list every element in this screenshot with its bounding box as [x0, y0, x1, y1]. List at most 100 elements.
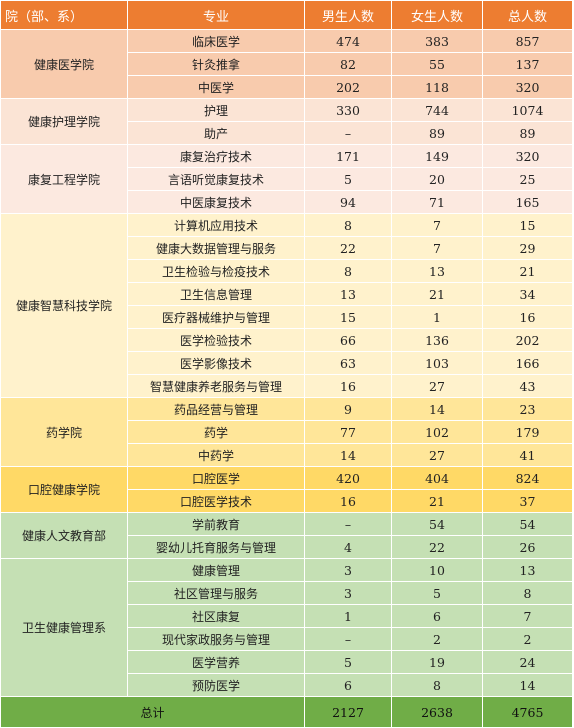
female-cell: 118 — [391, 75, 483, 99]
male-cell: 15 — [304, 305, 392, 329]
male-cell: 82 — [304, 52, 392, 76]
total-cell: 137 — [482, 52, 573, 76]
male-cell: 4 — [304, 535, 392, 559]
total-cell: 54 — [482, 512, 573, 536]
major-cell: 言语听觉康复技术 — [127, 167, 305, 191]
major-cell: 现代家政服务与管理 — [127, 627, 305, 651]
male-cell: 16 — [304, 374, 392, 398]
table-row: 口腔健康学院 口腔医学 420 404 824 — [0, 466, 573, 513]
female-cell: 89 — [391, 121, 483, 145]
major-cell: 计算机应用技术 — [127, 213, 305, 237]
male-cell: 3 — [304, 581, 392, 605]
dept-cell: 健康人文教育部 — [0, 512, 128, 559]
female-cell: 19 — [391, 650, 483, 674]
female-cell: 136 — [391, 328, 483, 352]
total-cell: 23 — [482, 397, 573, 421]
major-cell: 护理 — [127, 98, 305, 122]
major-cell: 临床医学 — [127, 29, 305, 53]
total-label: 总计 — [0, 696, 305, 728]
table-row: 针灸推拿 82 55 137 — [1, 52, 573, 76]
male-cell: 330 — [304, 98, 392, 122]
table-row: 中药学 14 27 41 — [1, 443, 573, 467]
major-cell: 卫生检验与检疫技术 — [127, 259, 305, 283]
major-cell: 中医康复技术 — [127, 190, 305, 214]
major-cell: 药品经营与管理 — [127, 397, 305, 421]
total-cell: 8 — [482, 581, 573, 605]
table-row: 药学院 药品经营与管理 9 14 23 — [0, 397, 573, 467]
female-cell: 8 — [391, 673, 483, 697]
dept-cell: 口腔健康学院 — [0, 466, 128, 513]
male-cell: 5 — [304, 167, 392, 191]
male-cell: – — [304, 121, 392, 145]
total-cell: 320 — [482, 75, 573, 99]
table-row: 卫生信息管理 13 21 34 — [1, 282, 573, 306]
total-cell: 25 — [482, 167, 573, 191]
major-cell: 健康管理 — [127, 558, 305, 582]
male-cell: 171 — [304, 144, 392, 168]
total-male: 2127 — [304, 696, 392, 728]
total-cell: 29 — [482, 236, 573, 260]
female-cell: 54 — [391, 512, 483, 536]
total-cell: 24 — [482, 650, 573, 674]
male-cell: 63 — [304, 351, 392, 375]
table-row: 医疗器械维护与管理 15 1 16 — [1, 305, 573, 329]
total-cell: 824 — [482, 466, 573, 490]
total-cell: 857 — [482, 29, 573, 53]
total-female: 2638 — [391, 696, 483, 728]
female-cell: 7 — [391, 213, 483, 237]
female-cell: 10 — [391, 558, 483, 582]
table-row: 卫生检验与检疫技术 8 13 21 — [1, 259, 573, 283]
female-cell: 27 — [391, 374, 483, 398]
major-cell: 智慧健康养老服务与管理 — [127, 374, 305, 398]
table-row: 健康护理学院 护理 330 744 1074 — [0, 98, 573, 145]
total-cell: 7 — [482, 604, 573, 628]
table-row: 社区康复 1 6 7 — [1, 604, 573, 628]
dept-cell: 健康医学院 — [0, 29, 128, 99]
male-cell: 14 — [304, 443, 392, 467]
male-cell: 16 — [304, 489, 392, 513]
major-cell: 中医学 — [127, 75, 305, 99]
total-cell: 16 — [482, 305, 573, 329]
total-cell: 26 — [482, 535, 573, 559]
female-cell: 2 — [391, 627, 483, 651]
table-row: 健康人文教育部 学前教育 –54 54 — [0, 512, 573, 559]
table-row: 社区管理与服务 3 5 8 — [1, 581, 573, 605]
table-row: 智慧健康养老服务与管理 16 27 43 — [1, 374, 573, 398]
major-cell: 针灸推拿 — [127, 52, 305, 76]
female-cell: 103 — [391, 351, 483, 375]
female-cell: 1 — [391, 305, 483, 329]
male-cell: 5 — [304, 650, 392, 674]
female-cell: 55 — [391, 52, 483, 76]
female-cell: 744 — [391, 98, 483, 122]
major-cell: 卫生信息管理 — [127, 282, 305, 306]
female-cell: 21 — [391, 282, 483, 306]
female-cell: 149 — [391, 144, 483, 168]
male-cell: 22 — [304, 236, 392, 260]
dept-cell: 康复工程学院 — [0, 144, 128, 214]
header-male: 男生人数 — [304, 0, 392, 30]
total-cell: 179 — [482, 420, 573, 444]
table-row: 医学检验技术 66 136 202 — [1, 328, 573, 352]
total-cell: 13 — [482, 558, 573, 582]
major-cell: 医疗器械维护与管理 — [127, 305, 305, 329]
table-row: 康复工程学院 康复治疗技术 171 149 320 — [0, 144, 573, 214]
female-cell: 404 — [391, 466, 483, 490]
major-cell: 口腔医学 — [127, 466, 305, 490]
total-cell: 202 — [482, 328, 573, 352]
major-cell: 助产 — [127, 121, 305, 145]
total-cell: 1074 — [482, 98, 573, 122]
table-row: 助产 –89 89 — [1, 121, 573, 145]
major-cell: 社区康复 — [127, 604, 305, 628]
female-cell: 21 — [391, 489, 483, 513]
major-cell: 婴幼儿托育服务与管理 — [127, 535, 305, 559]
female-cell: 71 — [391, 190, 483, 214]
dept-cell: 药学院 — [0, 397, 128, 467]
major-cell: 社区管理与服务 — [127, 581, 305, 605]
header-major: 专业 — [127, 0, 305, 30]
total-cell: 14 — [482, 673, 573, 697]
major-cell: 医学影像技术 — [127, 351, 305, 375]
dept-cell: 卫生健康管理系 — [0, 558, 128, 697]
major-cell: 中药学 — [127, 443, 305, 467]
female-cell: 102 — [391, 420, 483, 444]
header-total: 总人数 — [482, 0, 573, 30]
